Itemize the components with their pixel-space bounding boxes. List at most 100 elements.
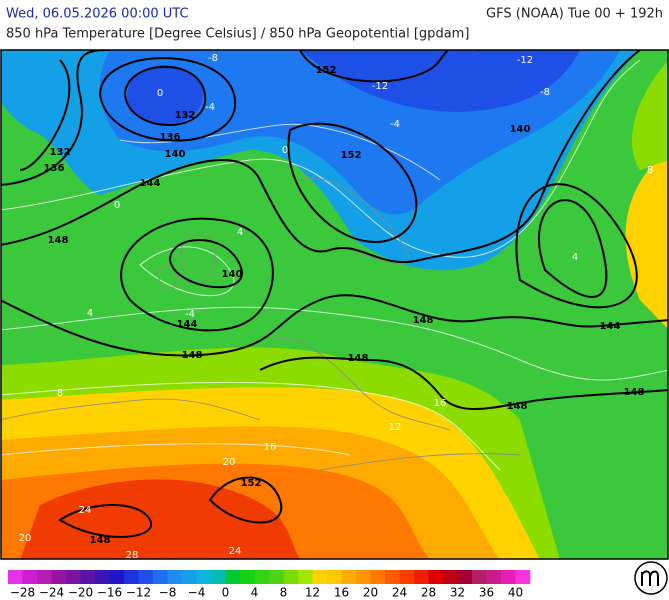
isotherm-label: -12 (517, 55, 533, 66)
colorbar-label: 24 (392, 586, 407, 600)
colorbar-label: 20 (363, 586, 378, 600)
colorbar-swatch (225, 570, 241, 584)
contour-label: 132 (50, 147, 71, 158)
colorbar-label: 16 (334, 586, 349, 600)
colorbar-label: −16 (97, 586, 122, 600)
contour-label: 152 (316, 65, 337, 76)
isotherm-label: -4 (185, 309, 195, 320)
isotherm-label: 4 (572, 252, 578, 263)
contour-label: 152 (341, 150, 362, 161)
field (20, 479, 300, 559)
colorbar-label: −28 (10, 586, 35, 600)
colorbar-swatch (240, 570, 255, 584)
isotherm (139, 246, 235, 297)
colorbar-swatch (341, 570, 357, 584)
isohypse (123, 65, 207, 126)
colorbar-swatch (414, 570, 429, 584)
isotherm-label: 16 (434, 398, 447, 409)
colorbar-swatch (443, 570, 458, 584)
isotherm-label: 12 (389, 422, 402, 433)
colorbar-swatch (167, 570, 183, 584)
colorbar-label: −24 (39, 586, 64, 600)
colorbar-swatch (501, 570, 516, 584)
colorbar-swatch (124, 570, 139, 584)
colorbar-swatch (515, 570, 531, 584)
contour-label: 148 (48, 235, 69, 246)
isotherm-label: 16 (264, 442, 277, 453)
colorbar-label: 0 (222, 586, 230, 600)
colorbar-label: 36 (479, 586, 494, 600)
isohypse (1, 50, 641, 263)
contour-label: 148 (413, 315, 434, 326)
parameter: 850 hPa Temperature [Degree Celsius] / 8… (6, 27, 469, 42)
colorbar-swatch (254, 570, 270, 584)
contour-label: 144 (177, 319, 198, 330)
isohypse (259, 356, 668, 410)
colorbar-label: 28 (421, 586, 436, 600)
isotherm-label: 8 (57, 388, 63, 399)
isohypse (168, 239, 243, 289)
colorbar-label: −20 (68, 586, 93, 600)
colorbar-swatch (211, 570, 226, 584)
colorbar-swatch (22, 570, 38, 584)
isotherm-label: 4 (237, 227, 243, 238)
isohypse (98, 57, 237, 142)
contour-label: 140 (165, 149, 186, 160)
isotherm-label: 0 (282, 145, 288, 156)
colorbar-swatch (457, 570, 473, 584)
isotherm-label: 24 (79, 505, 92, 516)
coastline (269, 177, 451, 431)
colorbar-label: 8 (280, 586, 288, 600)
colorbar-swatch (66, 570, 81, 584)
colorbar-swatch (182, 570, 197, 584)
colorbar-swatch (95, 570, 110, 584)
valid-time: Wed, 06.05.2026 00:00 UTC (6, 7, 189, 22)
contour-label: 148 (624, 387, 645, 398)
isohypse (19, 50, 480, 171)
isotherm (1, 306, 668, 381)
isohypse (515, 183, 638, 309)
colorbar-swatch (486, 570, 502, 584)
isotherm-label: 4 (87, 308, 93, 319)
contour-label: 140 (510, 124, 531, 135)
isotherm-label: -8 (540, 87, 550, 98)
contour-label: 132 (175, 110, 196, 121)
colorbar-swatch (472, 570, 487, 584)
colorbar-swatch (37, 570, 52, 584)
isotherm-label: 8 (647, 165, 653, 176)
contour-label: 144 (140, 178, 161, 189)
colorbar-swatch (138, 570, 154, 584)
isotherm-label: 20 (19, 533, 32, 544)
field (632, 61, 668, 170)
isotherm-label: -8 (208, 53, 218, 64)
colorbar-swatch (51, 570, 67, 584)
isotherm-label: 24 (229, 546, 242, 557)
colorbar-swatch (153, 570, 168, 584)
colorbar-swatch (428, 570, 444, 584)
contour-label: 148 (507, 401, 528, 412)
logo-mark (641, 570, 659, 586)
isotherm-label: 28 (126, 550, 139, 561)
isotherm-label: -4 (390, 119, 400, 130)
contour-label: 152 (241, 478, 262, 489)
colorbar-swatch (356, 570, 371, 584)
colorbar-swatch (370, 570, 386, 584)
isotherm-label: -12 (372, 81, 388, 92)
isotherm-label: 0 (114, 200, 120, 211)
colorbar-label: −8 (159, 586, 177, 600)
colorbar-label: −4 (188, 586, 206, 600)
map-frame (0, 49, 669, 560)
contour-label: 148 (348, 353, 369, 364)
isotherm (119, 123, 441, 181)
isotherm (1, 443, 351, 456)
colorbar-swatch (8, 570, 23, 584)
isotherm-label: 20 (223, 457, 236, 468)
colorbar-swatch (269, 570, 284, 584)
map: 152 132 136 140 132 136 144 148 140 144 148 152 140 1… (1, 50, 668, 561)
colorbar-label: 4 (251, 586, 259, 600)
colorbar-label: 40 (508, 586, 523, 600)
colorbar-label: 32 (450, 586, 465, 600)
colorbar-label: −12 (126, 586, 151, 600)
field (300, 50, 580, 112)
